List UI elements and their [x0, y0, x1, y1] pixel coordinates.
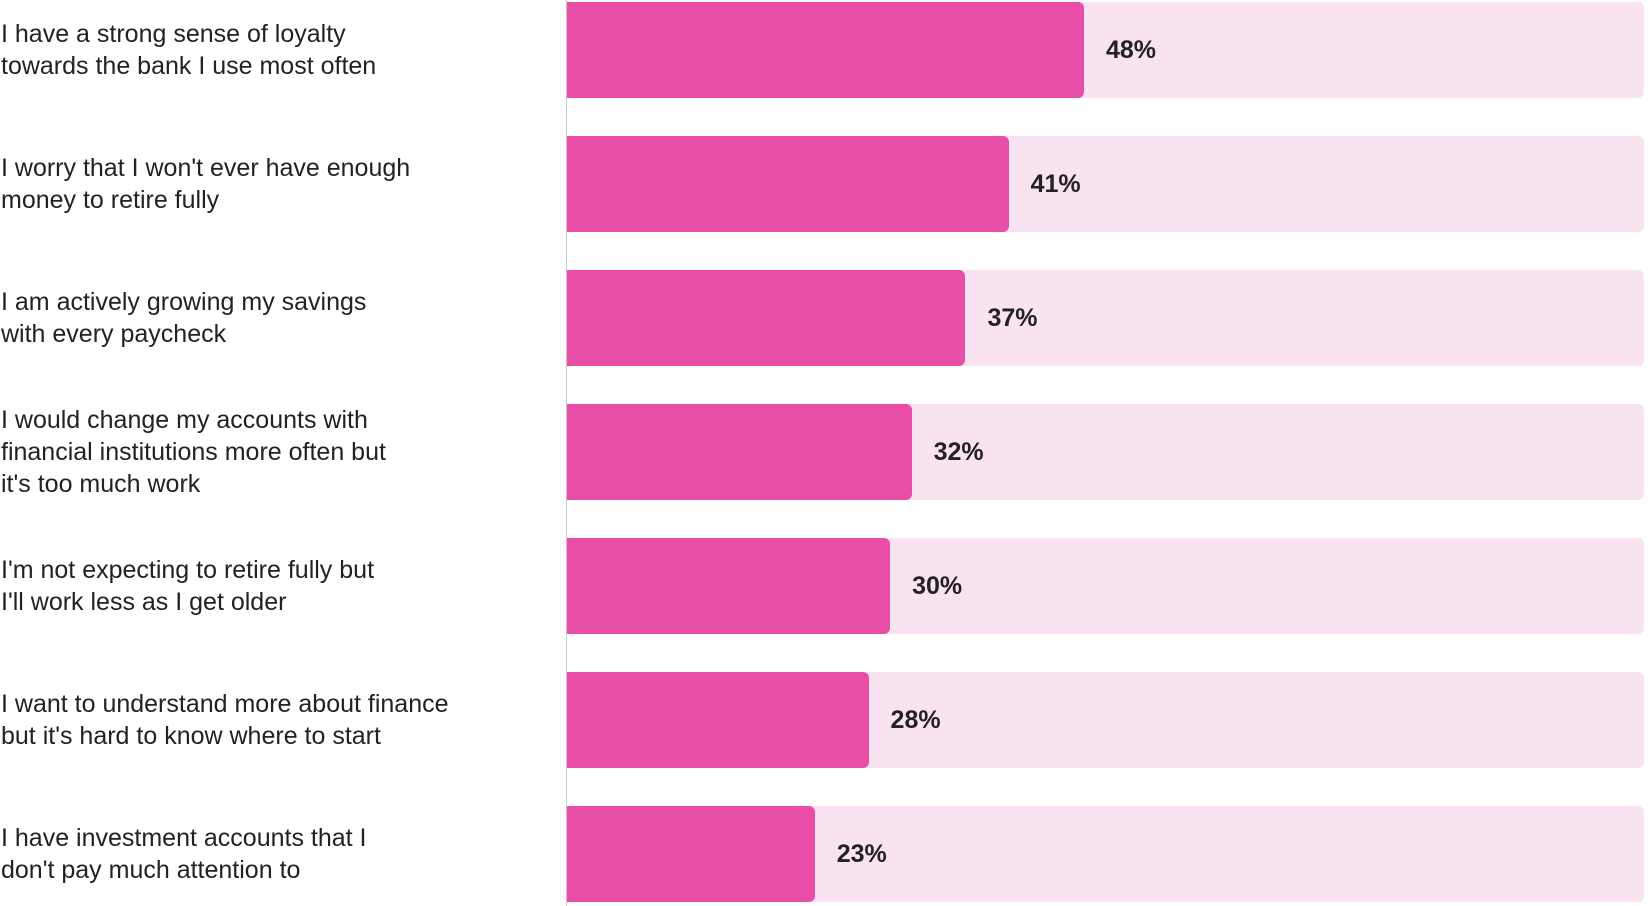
data-label: 28% — [890, 706, 941, 734]
bar — [567, 806, 815, 902]
bar — [567, 2, 1084, 98]
data-label: 37% — [987, 304, 1038, 332]
category-label: I am actively growing my savings with ev… — [1, 288, 367, 348]
data-label: 32% — [933, 438, 984, 466]
data-label: 30% — [912, 572, 963, 600]
bar — [567, 672, 869, 768]
bar — [567, 270, 966, 366]
category-label: I would change my accounts with financia… — [1, 406, 386, 498]
y-axis-line — [566, 0, 567, 906]
category-label: I'm not expecting to retire fully but I'… — [1, 556, 375, 616]
category-label: I have a strong sense of loyalty towards… — [1, 20, 377, 80]
category-label: I want to understand more about finance … — [1, 690, 449, 750]
data-label: 23% — [836, 840, 887, 868]
category-label: I have investment accounts that I don't … — [1, 824, 367, 884]
category-label: I worry that I won't ever have enough mo… — [1, 154, 411, 214]
bar — [567, 538, 891, 634]
data-label: 48% — [1105, 36, 1156, 64]
bar — [567, 404, 912, 500]
bar — [567, 136, 1009, 232]
data-label: 41% — [1030, 170, 1081, 198]
